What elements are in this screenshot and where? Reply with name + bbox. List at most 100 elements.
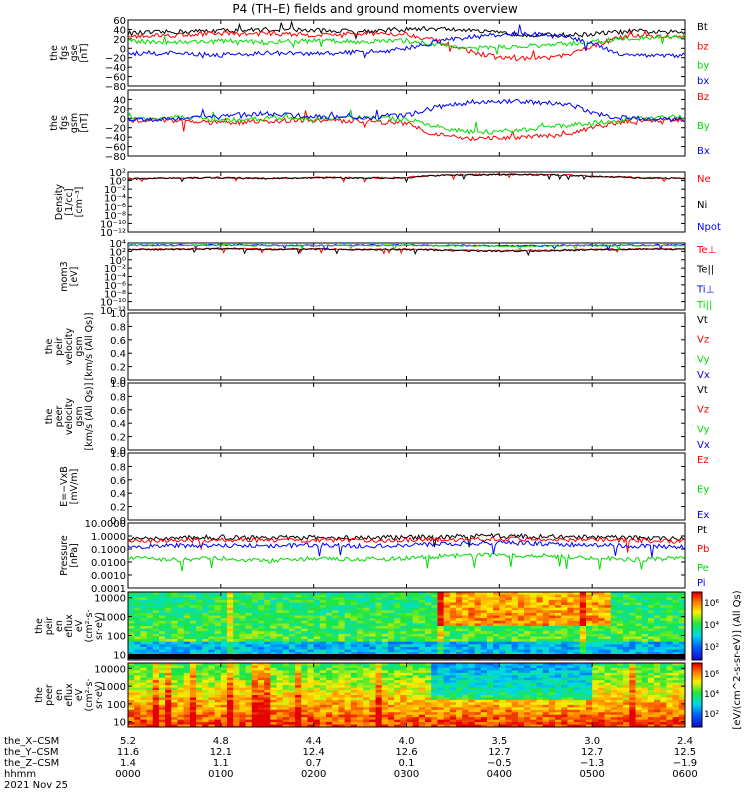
- heatmap-cell: [542, 685, 550, 689]
- heatmap-cell: [196, 599, 203, 603]
- heatmap-cell: [443, 649, 451, 653]
- heatmap-cell: [381, 618, 389, 622]
- heatmap-cell: [134, 633, 141, 637]
- heatmap-cell: [666, 602, 674, 606]
- heatmap-cell: [307, 680, 315, 684]
- heatmap-cell: [381, 636, 389, 640]
- heatmap-cell: [251, 695, 259, 698]
- heatmap-cell: [332, 618, 339, 622]
- heatmap-cell: [449, 707, 457, 711]
- heatmap-cell: [418, 717, 426, 721]
- heatmap-cell: [233, 680, 240, 684]
- heatmap-cell: [412, 667, 420, 671]
- heatmap-cell: [140, 644, 147, 648]
- heatmap-cell: [431, 652, 438, 656]
- heatmap-cell: [431, 594, 438, 598]
- heatmap-cell: [146, 615, 154, 619]
- heatmap-cell: [134, 687, 141, 691]
- heatmap-cell: [257, 626, 265, 630]
- heatmap-cell: [567, 714, 574, 718]
- heatmap-cell: [592, 623, 599, 627]
- heatmap-cell: [189, 677, 197, 681]
- heatmap-cell: [468, 639, 475, 643]
- heatmap-cell: [202, 675, 209, 679]
- heatmap-cell: [579, 626, 587, 630]
- heatmap-cell: [486, 724, 494, 728]
- heatmap-cell: [412, 620, 420, 624]
- heatmap-cell: [356, 592, 364, 596]
- y-tick-label: 10.0000: [85, 519, 126, 530]
- heatmap-cell: [257, 695, 265, 698]
- heatmap-cell: [220, 690, 228, 693]
- heatmap-cell: [381, 699, 389, 703]
- heatmap-cell: [654, 615, 661, 619]
- heatmap-cell: [536, 712, 544, 716]
- heatmap-cell: [387, 687, 395, 691]
- heatmap-cell: [387, 712, 395, 716]
- heatmap-cell: [418, 602, 426, 606]
- heatmap-cell: [326, 620, 333, 624]
- heatmap-cell: [301, 610, 308, 614]
- heatmap-cell: [418, 702, 426, 706]
- heatmap-cell: [177, 620, 185, 624]
- heatmap-cell: [449, 615, 457, 619]
- heatmap-cell: [474, 717, 482, 721]
- heatmap-cell: [493, 626, 500, 630]
- heatmap-cell: [264, 628, 271, 632]
- heatmap-cell: [189, 714, 197, 718]
- heatmap-cell: [647, 712, 655, 716]
- heatmap-cell: [536, 597, 544, 601]
- heatmap-cell: [437, 704, 445, 708]
- heatmap-cell: [146, 612, 154, 616]
- heatmap-cell: [443, 709, 451, 713]
- heatmap-cell: [177, 704, 185, 708]
- heatmap-cell: [431, 665, 438, 669]
- heatmap-cell: [233, 704, 240, 708]
- heatmap-cell: [295, 672, 302, 676]
- heatmap-cell: [134, 649, 141, 653]
- heatmap-cell: [276, 597, 284, 601]
- heatmap-cell: [158, 692, 166, 696]
- heatmap-cell: [134, 680, 141, 684]
- heatmap-cell: [227, 707, 234, 711]
- heatmap-cell: [418, 639, 426, 643]
- heatmap-cell: [468, 592, 475, 596]
- heatmap-cell: [350, 667, 358, 671]
- heatmap-cell: [251, 677, 259, 681]
- heatmap-cell: [592, 607, 599, 611]
- heatmap-cell: [257, 612, 265, 616]
- heatmap-cell: [499, 649, 506, 653]
- heatmap-cell: [480, 620, 488, 624]
- heatmap-cell: [517, 633, 525, 637]
- heatmap-cell: [183, 680, 191, 684]
- heatmap-cell: [616, 652, 624, 656]
- heatmap-cell: [567, 649, 574, 653]
- heatmap-cell: [437, 680, 445, 684]
- heatmap-cell: [208, 620, 216, 624]
- heatmap-cell: [128, 722, 135, 725]
- heatmap-cell: [189, 592, 197, 596]
- heatmap-cell: [542, 618, 550, 622]
- heatmap-cell: [387, 665, 395, 669]
- heatmap-cell: [288, 704, 296, 708]
- heatmap-cell: [214, 639, 222, 643]
- heatmap-cell: [542, 675, 550, 679]
- heatmap-cell: [158, 599, 166, 603]
- heatmap-cell: [406, 697, 414, 701]
- heatmap-cell: [654, 599, 661, 603]
- heatmap-cell: [233, 719, 240, 723]
- heatmap-cell: [202, 665, 209, 669]
- heatmap-cell: [189, 699, 197, 703]
- heatmap-cell: [449, 644, 457, 648]
- heatmap-cell: [548, 610, 556, 614]
- series-line-ti: [128, 243, 685, 252]
- heatmap-cell: [276, 712, 284, 716]
- heatmap-cell: [387, 682, 395, 686]
- heatmap-cell: [356, 699, 364, 703]
- heatmap-cell: [257, 633, 265, 637]
- heatmap-cell: [616, 620, 624, 624]
- heatmap-cell: [412, 695, 420, 698]
- heatmap-cell: [134, 631, 141, 635]
- heatmap-cell: [418, 680, 426, 684]
- heatmap-cell: [641, 699, 649, 703]
